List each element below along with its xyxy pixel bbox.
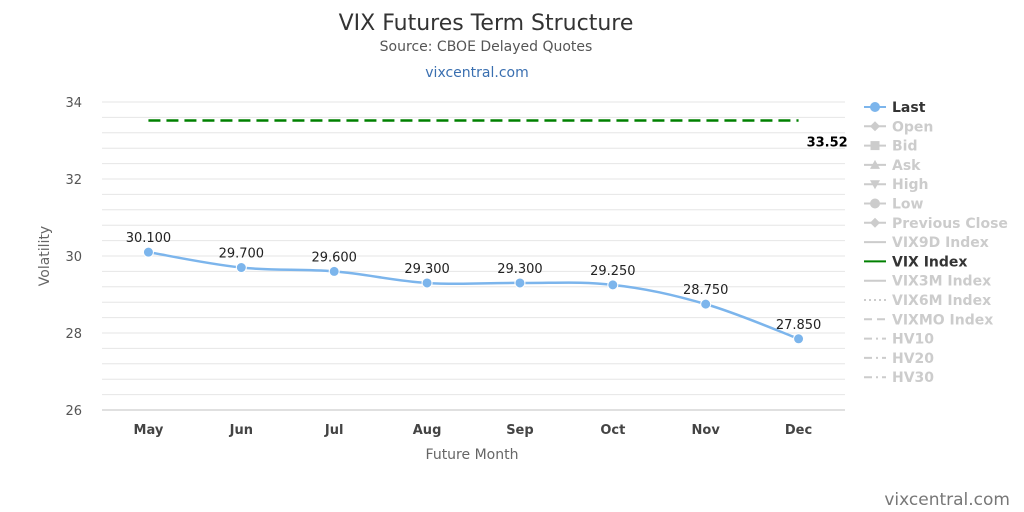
x-tick-label: Jul: [324, 423, 344, 438]
last-point[interactable]: [514, 277, 526, 289]
legend-item[interactable]: HV20: [864, 351, 934, 367]
last-data-label: 27.850: [776, 318, 822, 333]
legend-item[interactable]: Previous Close: [864, 216, 1008, 232]
gridlines: [102, 101, 845, 411]
y-tick-label: 32: [65, 173, 82, 188]
vix-index-value-label: 33.52: [807, 135, 848, 150]
y-tick-label: 26: [65, 404, 82, 419]
legend-item[interactable]: VIXMO Index: [864, 312, 993, 328]
last-point[interactable]: [793, 333, 805, 345]
last-point[interactable]: [607, 279, 619, 291]
source-link[interactable]: vixcentral.com: [425, 65, 528, 81]
legend-item[interactable]: HV30: [864, 370, 934, 386]
vix-index-series: 33.52: [148, 119, 848, 150]
last-point[interactable]: [142, 246, 154, 258]
last-series-line: [148, 250, 800, 340]
legend-marker: [870, 217, 880, 228]
legend-item[interactable]: High: [864, 177, 929, 193]
last-data-label: 30.100: [126, 231, 172, 246]
y-axis-title: Volatility: [37, 226, 53, 286]
legend-label: HV30: [892, 370, 934, 386]
y-axis-ticks: 26 28 30 32 34: [65, 96, 82, 419]
chart-subtitle: Source: CBOE Delayed Quotes: [380, 39, 593, 55]
legend-marker: [870, 180, 880, 190]
legend-item[interactable]: VIX Index: [864, 254, 967, 270]
y-tick-label: 28: [65, 327, 82, 342]
legend-label: VIX Index: [892, 254, 967, 270]
chart-title: VIX Futures Term Structure: [339, 11, 634, 36]
legend-label: HV10: [892, 332, 934, 348]
last-series: 30.100 29.700 29.600 29.300 29.300 29.250 28.7…: [126, 231, 822, 345]
x-tick-label: Nov: [692, 423, 721, 438]
legend-item[interactable]: HV10: [864, 332, 934, 348]
legend-label: VIXMO Index: [892, 312, 993, 328]
legend-label: Ask: [892, 158, 921, 174]
x-tick-label: Dec: [785, 423, 812, 438]
legend-label: High: [892, 177, 929, 193]
legend-label: VIX6M Index: [892, 293, 991, 309]
x-tick-label: Jun: [229, 423, 253, 438]
x-tick-label: May: [134, 423, 164, 438]
legend-item[interactable]: Open: [864, 119, 933, 135]
legend: Last Open Bid Ask High Low Previous Close VIX9D…: [864, 100, 1008, 386]
legend-label: VIX3M Index: [892, 274, 991, 290]
legend-item[interactable]: Low: [864, 197, 924, 213]
last-point[interactable]: [235, 262, 247, 274]
legend-label: Previous Close: [892, 216, 1008, 232]
legend-marker: [870, 159, 880, 169]
legend-label: HV20: [892, 351, 934, 367]
legend-label: VIX9D Index: [892, 235, 989, 251]
last-data-label: 28.750: [683, 283, 729, 298]
y-tick-label: 34: [65, 96, 82, 111]
legend-item[interactable]: Last: [864, 100, 926, 116]
legend-item[interactable]: VIX6M Index: [864, 293, 991, 309]
legend-marker: [870, 198, 880, 209]
last-point[interactable]: [700, 298, 712, 310]
y-tick-label: 30: [65, 250, 82, 265]
legend-item[interactable]: Ask: [864, 158, 921, 174]
x-axis-title: Future Month: [426, 447, 519, 463]
last-data-label: 29.300: [497, 262, 543, 277]
legend-marker: [870, 121, 880, 132]
legend-label: Bid: [892, 139, 918, 155]
x-tick-label: Sep: [506, 423, 534, 438]
legend-item[interactable]: Bid: [864, 139, 918, 155]
last-point[interactable]: [421, 277, 433, 289]
legend-marker: [870, 102, 880, 112]
legend-item[interactable]: VIX3M Index: [864, 274, 991, 290]
legend-item[interactable]: VIX9D Index: [864, 235, 989, 251]
legend-label: Low: [892, 197, 924, 213]
last-point[interactable]: [328, 265, 340, 277]
last-data-label: 29.250: [590, 264, 636, 279]
legend-marker: [870, 141, 880, 151]
x-tick-label: Aug: [413, 423, 442, 438]
legend-label: Last: [892, 100, 926, 116]
legend-label: Open: [892, 119, 933, 135]
x-tick-label: Oct: [600, 423, 625, 438]
x-axis-ticks: May Jun Jul Aug Sep Oct Nov Dec: [134, 423, 813, 438]
last-data-label: 29.700: [219, 247, 265, 262]
credit-watermark: vixcentral.com: [884, 490, 1010, 510]
last-data-label: 29.300: [404, 262, 450, 277]
last-data-label: 29.600: [311, 250, 357, 265]
